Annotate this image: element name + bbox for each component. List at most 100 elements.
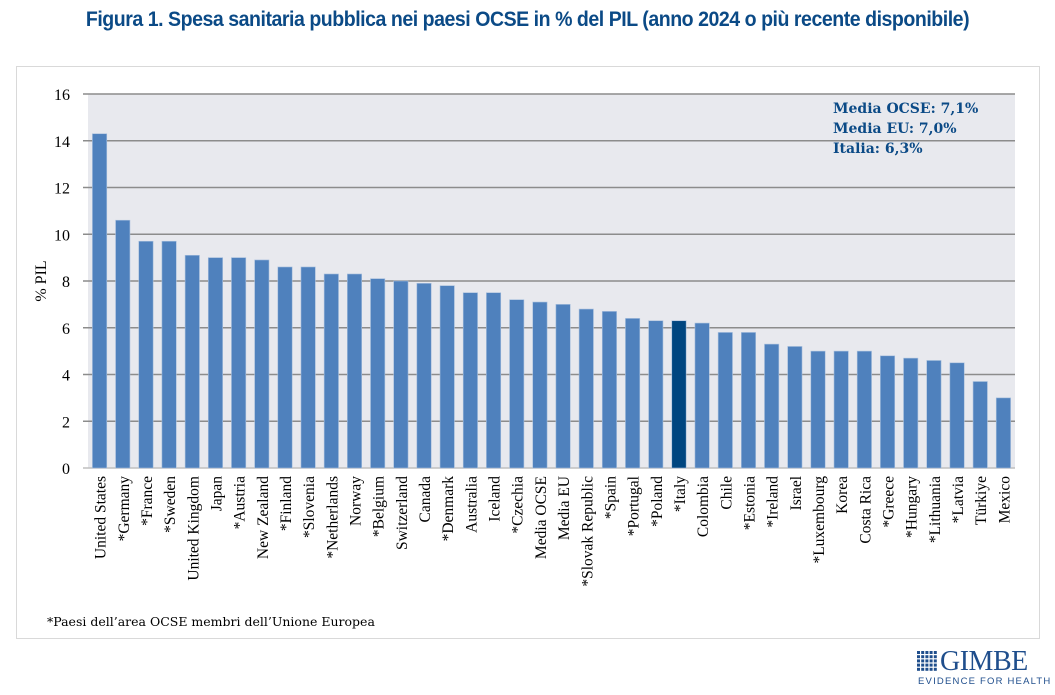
x-tick-label: *Hungary xyxy=(904,476,921,538)
y-tick-label: 8 xyxy=(62,274,70,291)
bar-israel xyxy=(787,346,803,469)
x-tick-label: Mexico xyxy=(996,476,1013,524)
bar-media-eu xyxy=(555,304,571,469)
x-tick-label: Norway xyxy=(348,476,365,526)
x-tick-label: *Germany xyxy=(116,476,133,542)
x-tick-label: Türkiye xyxy=(973,476,990,525)
bar-spain xyxy=(601,311,617,469)
annotation-box: Media OCSE: 7,1% Media EU: 7,0% Italia: 6,… xyxy=(833,101,978,157)
logo-dot xyxy=(933,659,937,663)
bar-costa-rica xyxy=(856,350,872,469)
bar-ireland xyxy=(764,343,780,469)
bar-iceland xyxy=(486,292,502,469)
logo-dot xyxy=(933,655,937,659)
bar-media-ocse xyxy=(532,301,548,469)
annotation-line: Media EU: 7,0% xyxy=(833,121,957,137)
x-tick-label: *Slovak Republic xyxy=(579,476,596,587)
x-tick-label: *Sweden xyxy=(162,476,179,533)
bar-mexico xyxy=(995,397,1011,469)
bar-t-rkiye xyxy=(972,381,988,469)
bar-lithuania xyxy=(926,360,942,469)
y-tick-label: 10 xyxy=(54,227,70,244)
bar-sweden xyxy=(161,240,177,469)
logo-dot xyxy=(921,667,925,671)
x-axis-labels: United States *Germany *France *Sweden Unite… xyxy=(93,476,1014,587)
x-tick-label: *Ireland xyxy=(765,476,782,528)
logo-tagline: EVIDENCE FOR HEALTH xyxy=(918,676,1052,687)
x-tick-label: Canada xyxy=(417,476,434,523)
annotation-line: Italia: 6,3% xyxy=(833,141,923,157)
logo-dot xyxy=(933,667,937,671)
logo-dot xyxy=(917,663,920,667)
logo-dot xyxy=(921,659,925,663)
bar-korea xyxy=(833,350,849,469)
logo-dot xyxy=(933,651,937,654)
bar-slovak-republic xyxy=(578,308,594,469)
x-tick-label: *Belgium xyxy=(371,476,388,537)
y-tick-label: 16 xyxy=(54,87,70,104)
logo-dot xyxy=(929,651,933,654)
x-tick-label: *Netherlands xyxy=(324,476,341,559)
bar-hungary xyxy=(903,357,919,469)
bar-japan xyxy=(207,257,223,469)
y-tick-label: 14 xyxy=(54,134,70,151)
x-tick-label: *France xyxy=(139,476,156,526)
y-tick-label: 4 xyxy=(62,368,70,385)
y-tick-label: 2 xyxy=(62,414,70,431)
x-tick-label: Australia xyxy=(463,476,480,533)
x-tick-label: *Austria xyxy=(232,476,249,530)
bar-estonia xyxy=(741,332,756,469)
x-tick-label: *Italy xyxy=(672,476,689,512)
x-tick-label: *Portugal xyxy=(626,476,643,536)
bar-italy xyxy=(671,320,687,469)
x-tick-label: *Luxembourg xyxy=(811,476,828,564)
x-tick-label: Korea xyxy=(834,476,851,514)
bar-switzerland xyxy=(393,280,409,469)
logo-dot xyxy=(925,655,929,659)
bar-denmark xyxy=(439,285,455,469)
bar-greece xyxy=(880,355,896,469)
bar-france xyxy=(138,240,154,469)
bar-united-states xyxy=(92,133,108,469)
logo-dot xyxy=(929,667,933,671)
x-tick-label: *Estonia xyxy=(741,476,758,530)
logo-dot xyxy=(925,651,929,654)
logo-dot xyxy=(917,651,920,654)
logo-dot xyxy=(921,655,925,659)
bar-germany xyxy=(115,219,131,469)
x-tick-label: *Denmark xyxy=(440,476,457,542)
bar-finland xyxy=(277,266,293,469)
logo-grid-icon xyxy=(917,651,937,671)
y-axis-ticks: 0 2 4 6 8 10 12 14 16 xyxy=(54,87,70,478)
logo-dot xyxy=(921,651,925,654)
bar-netherlands xyxy=(323,273,339,469)
logo-dot xyxy=(925,659,929,663)
y-axis-label: % PIL xyxy=(33,260,50,301)
x-tick-label: *Latvia xyxy=(950,476,967,523)
bar-chile xyxy=(717,332,733,469)
logo-dot xyxy=(917,655,920,659)
bars xyxy=(92,133,1011,469)
x-tick-label: United States xyxy=(93,476,110,559)
x-tick-label: Chile xyxy=(718,476,735,510)
logo-dot xyxy=(929,659,933,663)
logo-dot xyxy=(925,663,929,667)
bar-austria xyxy=(231,257,247,469)
bar-poland xyxy=(648,320,664,469)
y-tick-label: 12 xyxy=(54,181,70,198)
x-tick-label: New Zealand xyxy=(255,476,272,559)
bar-norway xyxy=(347,273,362,469)
x-tick-label: Costa Rica xyxy=(857,476,874,544)
bar-slovenia xyxy=(300,266,316,469)
bar-canada xyxy=(416,283,432,469)
bar-latvia xyxy=(949,362,965,469)
x-tick-label: *Greece xyxy=(881,476,898,528)
x-tick-label: *Lithuania xyxy=(927,476,944,543)
logo-dot xyxy=(925,667,929,671)
gimbe-logo: GIMBE EVIDENCE FOR HEALTH xyxy=(916,646,1050,690)
x-tick-label: Media EU xyxy=(556,476,573,540)
x-tick-label: *Slovenia xyxy=(301,476,318,538)
y-tick-label: 6 xyxy=(62,321,70,338)
x-tick-label: *Spain xyxy=(602,476,619,519)
